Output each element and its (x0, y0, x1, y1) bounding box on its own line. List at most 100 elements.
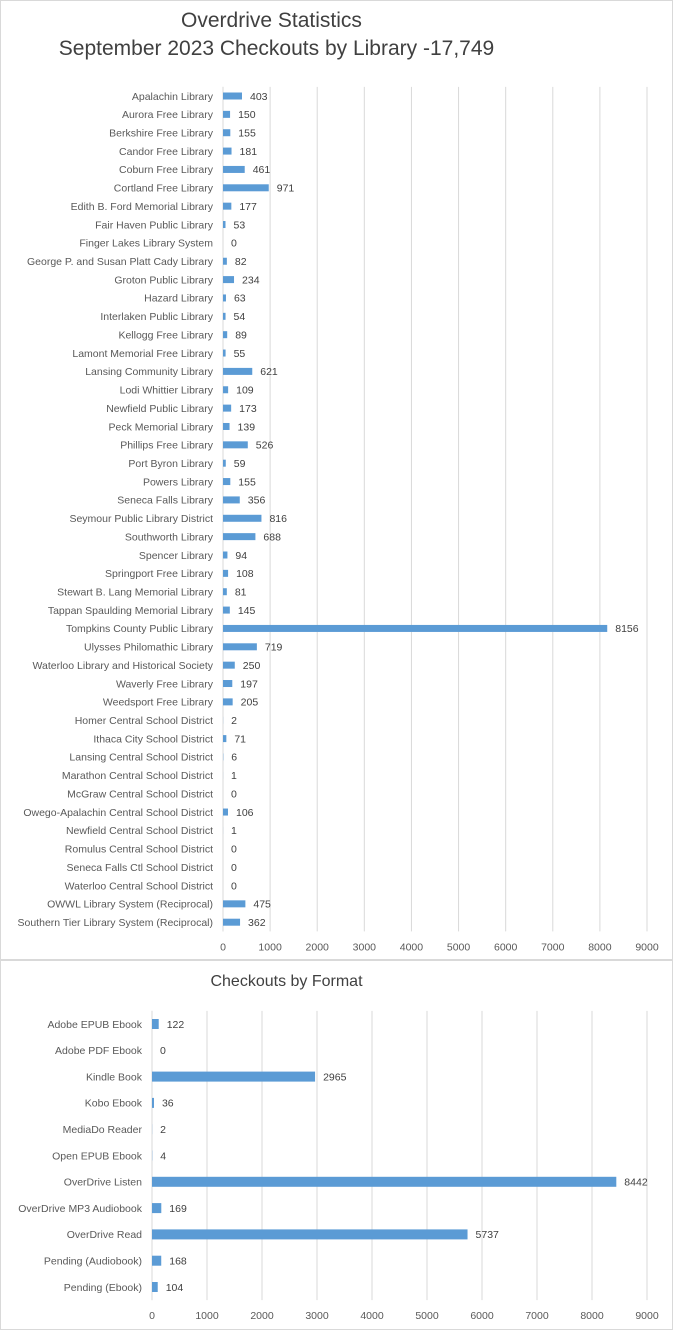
bar (223, 368, 252, 375)
data-label: 8156 (615, 623, 639, 635)
bar (223, 698, 233, 705)
data-label: 403 (250, 91, 268, 103)
category-label: Kindle Book (86, 1071, 143, 1083)
x-tick-label: 2000 (306, 941, 330, 953)
category-label: Waterloo Library and Historical Society (32, 660, 213, 672)
bar (223, 148, 232, 155)
data-label: 362 (248, 917, 266, 929)
data-label: 0 (231, 844, 237, 856)
category-label: Aurora Free Library (122, 109, 214, 121)
data-label: 461 (253, 164, 271, 176)
category-label: George P. and Susan Platt Cady Library (27, 256, 214, 268)
data-label: 0 (231, 238, 237, 250)
data-label: 197 (240, 678, 258, 690)
data-label: 104 (166, 1282, 184, 1294)
bar (152, 1229, 468, 1239)
data-label: 106 (236, 807, 254, 819)
data-label: 145 (238, 605, 256, 617)
x-tick-label: 3000 (353, 941, 377, 953)
bar (223, 735, 226, 742)
data-label: 971 (277, 183, 295, 195)
bar (223, 588, 227, 595)
category-label: Kellogg Free Library (118, 329, 213, 341)
data-label: 2 (231, 715, 237, 727)
category-label: Southern Tier Library System (Reciprocal… (18, 917, 214, 929)
data-label: 36 (162, 1098, 174, 1110)
category-label: OverDrive MP3 Audiobook (18, 1203, 142, 1215)
data-label: 719 (265, 642, 283, 654)
category-label: Marathon Central School District (62, 770, 213, 782)
x-tick-label: 1000 (195, 1310, 219, 1322)
category-label: Tompkins County Public Library (66, 623, 214, 635)
data-label: 526 (256, 440, 274, 452)
data-label: 2965 (323, 1071, 347, 1083)
data-label: 54 (234, 311, 246, 323)
data-label: 53 (233, 219, 245, 231)
bar (223, 515, 261, 522)
category-label: Owego-Apalachin Central School District (23, 807, 213, 819)
bar (223, 607, 230, 614)
category-label: Seymour Public Library District (69, 513, 213, 525)
category-label: Waterloo Central School District (65, 880, 213, 892)
bar (152, 1177, 616, 1187)
data-label: 250 (243, 660, 261, 672)
bar (223, 552, 227, 559)
category-label: Spencer Library (139, 550, 214, 562)
category-label: Edith B. Ford Memorial Library (71, 201, 214, 213)
data-label: 475 (253, 899, 271, 911)
data-label: 139 (238, 421, 256, 433)
data-label: 356 (248, 495, 266, 507)
data-label: 181 (240, 146, 258, 158)
data-label: 122 (167, 1019, 185, 1031)
category-label: Open EPUB Ebook (52, 1150, 143, 1162)
bar (223, 919, 240, 926)
category-label: Fair Haven Public Library (95, 219, 214, 231)
category-label: Newfield Central School District (66, 825, 213, 837)
category-label: Weedsport Free Library (103, 697, 214, 709)
category-label: MediaDo Reader (63, 1124, 143, 1136)
category-label: Lodi Whittier Library (120, 385, 214, 397)
data-label: 108 (236, 568, 254, 580)
category-label: Ithaca City School District (93, 733, 213, 745)
category-label: Port Byron Library (128, 458, 213, 470)
bar (223, 258, 227, 265)
data-label: 81 (235, 587, 247, 599)
data-label: 8442 (624, 1177, 648, 1189)
bar (223, 166, 245, 173)
data-label: 59 (234, 458, 246, 470)
data-label: 71 (234, 733, 246, 745)
data-label: 234 (242, 274, 260, 286)
data-label: 94 (235, 550, 247, 562)
bar (223, 331, 227, 338)
data-label: 6 (231, 752, 237, 764)
x-tick-label: 9000 (635, 941, 659, 953)
data-label: 173 (239, 403, 257, 415)
category-label: Berkshire Free Library (109, 128, 214, 140)
data-label: 0 (231, 880, 237, 892)
x-tick-label: 5000 (415, 1310, 439, 1322)
data-label: 155 (238, 476, 256, 488)
bar (223, 294, 226, 301)
category-label: Seneca Falls Library (117, 495, 213, 507)
data-label: 109 (236, 385, 254, 397)
bar (223, 460, 226, 467)
bar (223, 643, 257, 650)
library-chart-panel: Overdrive Statistics September 2023 Chec… (0, 0, 673, 960)
category-label: Romulus Central School District (65, 844, 213, 856)
category-label: Coburn Free Library (119, 164, 214, 176)
category-label: Lamont Memorial Free Library (72, 348, 213, 360)
category-label: Cortland Free Library (114, 183, 214, 195)
x-tick-label: 8000 (588, 941, 612, 953)
bar (152, 1072, 315, 1082)
data-label: 205 (241, 697, 259, 709)
category-label: Tappan Spaulding Memorial Library (48, 605, 214, 617)
category-label: Hazard Library (144, 293, 214, 305)
category-label: Stewart B. Lang Memorial Library (57, 587, 214, 599)
data-label: 816 (269, 513, 287, 525)
bar (223, 496, 240, 503)
data-label: 0 (231, 788, 237, 800)
data-label: 155 (238, 128, 256, 140)
bar (223, 276, 234, 283)
